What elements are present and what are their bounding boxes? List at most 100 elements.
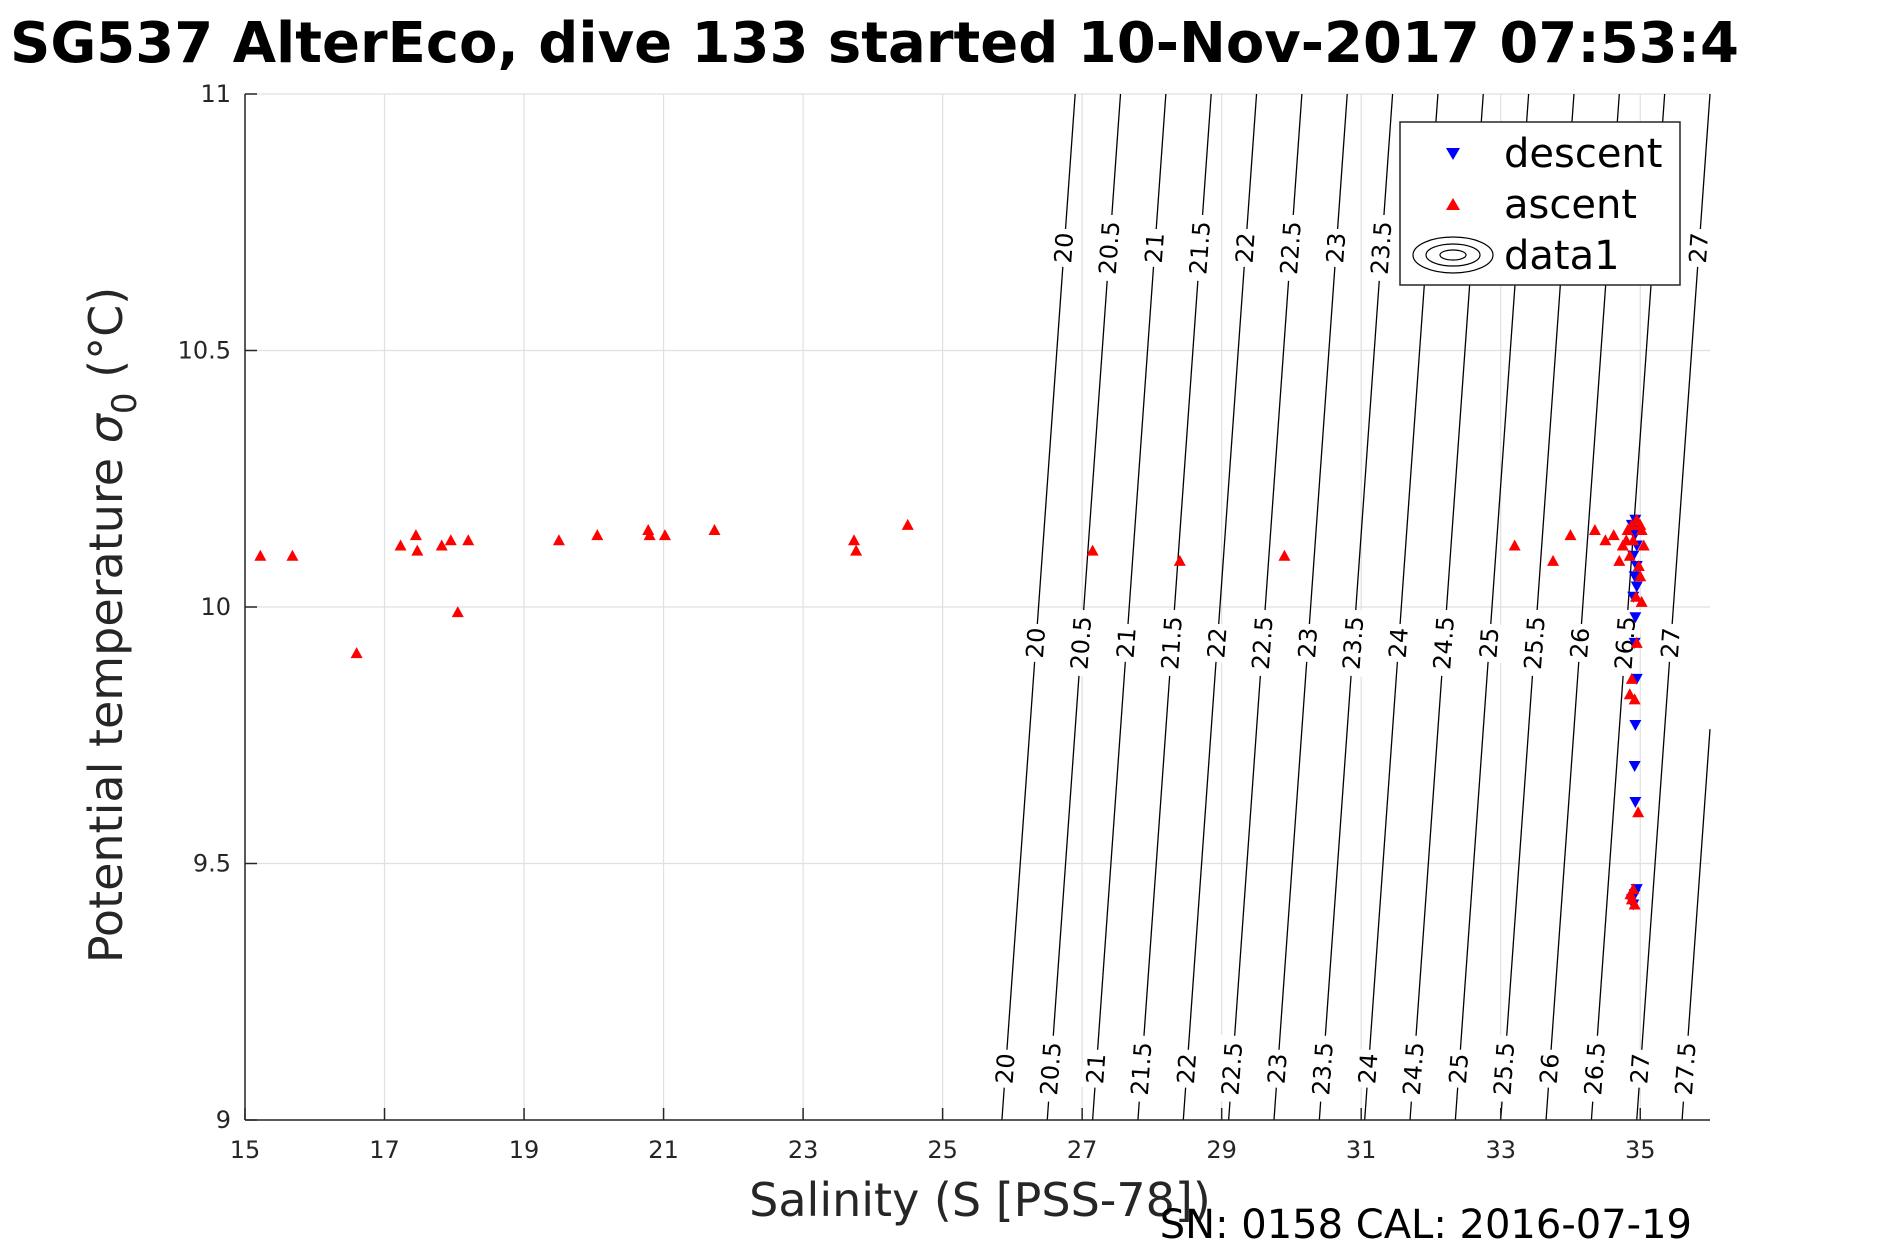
isopycnal-label: 20 xyxy=(1048,227,1080,268)
isopycnal-label-text: 24 xyxy=(1353,1052,1383,1084)
ascent-point xyxy=(394,539,407,551)
isopycnal-label: 25.5 xyxy=(1488,1034,1521,1103)
x-axis-label: Salinity (S [PSS-78]) xyxy=(749,1173,1211,1227)
isopycnal-label-text: 20 xyxy=(1049,232,1079,264)
isopycnal-label: 26 xyxy=(1534,1048,1566,1089)
isopycnal-label-bg xyxy=(1215,1034,1249,1103)
isopycnal-label-text: 25 xyxy=(1444,1052,1474,1084)
ascent-point xyxy=(1624,888,1637,900)
ascent-point xyxy=(1632,806,1645,818)
legend-box xyxy=(1399,121,1681,286)
isopycnal-label-text: 25 xyxy=(1474,627,1504,659)
ascent-point xyxy=(1599,534,1612,546)
ascent-point xyxy=(1613,554,1626,566)
y-axis-label-sigma: σ xyxy=(79,412,133,443)
isopycnal-label: 20.5 xyxy=(1093,213,1126,282)
y-tick-label: 10.5 xyxy=(178,337,231,365)
isopycnal-label: 20 xyxy=(990,1048,1021,1089)
isopycnal-label: 26 xyxy=(1564,622,1596,663)
isopycnal-label-text: 24 xyxy=(1384,627,1414,659)
isopycnal-label: 21 xyxy=(1080,1048,1112,1089)
isopycnal-label-bg xyxy=(1397,1034,1431,1103)
isopycnal-label: 22.5 xyxy=(1246,608,1280,677)
descent-point xyxy=(1629,612,1642,624)
isopycnal-label-bg xyxy=(1306,1034,1340,1103)
isopycnal-label-text: 21.5 xyxy=(1156,615,1188,670)
ascent-point xyxy=(1630,590,1643,602)
ascent-point xyxy=(658,529,671,541)
ascent-point xyxy=(591,529,604,541)
isopycnal-label: 23 xyxy=(1320,227,1352,268)
ascent-point xyxy=(643,529,656,541)
axes: 15 17 19 21 23 25 27 29 31 33 35 9 9.5 10 10.5 11 xyxy=(178,80,1710,1164)
x-tick-label: 33 xyxy=(1485,1136,1516,1164)
isopycnal-label-bg xyxy=(1048,227,1080,268)
isopycnal-label-bg xyxy=(1534,1048,1566,1089)
isopycnal-label-text: 23.5 xyxy=(1366,220,1398,275)
isopycnal-label-text: 26 xyxy=(1535,1052,1565,1084)
isopycnal-label-text: 20.5 xyxy=(1094,220,1126,275)
isopycnal-label-text: 25.5 xyxy=(1519,615,1551,670)
descent-point xyxy=(1628,761,1641,773)
footer-serial-cal: SN: 0158 CAL: 2016-07-19 xyxy=(1160,1202,1692,1248)
isopycnal-label: 21 xyxy=(1111,622,1142,663)
isopycnal-label-text: 20.5 xyxy=(1035,1041,1067,1096)
isopycnal-label: 24.5 xyxy=(1397,1034,1431,1103)
isopycnal-label-bg xyxy=(1683,227,1715,268)
isopycnal-label-text: 22.5 xyxy=(1247,615,1279,670)
ascent-point xyxy=(708,524,721,536)
ascent-point xyxy=(254,549,267,561)
isopycnal-label-text: 22.5 xyxy=(1275,220,1307,275)
isopycnal-label: 26.5 xyxy=(1609,608,1642,677)
x-tick-label: 15 xyxy=(230,1136,261,1164)
grid xyxy=(244,93,1710,1121)
ascent-point xyxy=(1628,693,1641,705)
isopycnal-label-text: 20 xyxy=(1021,627,1051,659)
ascent-point xyxy=(1625,672,1638,684)
data-points xyxy=(254,513,1650,911)
isopycnal-label-bg xyxy=(1443,1048,1475,1089)
ascent-point xyxy=(1588,524,1601,536)
isopycnal-label: 24 xyxy=(1353,1048,1384,1089)
isopycnal-label-text: 26.5 xyxy=(1579,1041,1611,1096)
isopycnal-label-text: 24.5 xyxy=(1428,615,1460,670)
x-tick-label: 23 xyxy=(788,1136,819,1164)
isopycnal-label-text: 21.5 xyxy=(1126,1041,1158,1096)
isopycnal-label-bg xyxy=(1274,213,1308,282)
isopycnal-label-bg xyxy=(1183,213,1217,282)
ascent-point xyxy=(552,534,565,546)
descent-point xyxy=(1629,796,1642,808)
isopycnal-label-bg xyxy=(1625,1048,1656,1089)
ascent-point xyxy=(1637,539,1650,551)
y-axis-label-main: Potential temperature xyxy=(79,443,133,963)
x-tick-label: 19 xyxy=(509,1136,540,1164)
ascent-point xyxy=(462,534,475,546)
isopycnal-label-text: 23.5 xyxy=(1338,615,1370,670)
ascent-point xyxy=(1623,549,1636,561)
isopycnal-label-bg xyxy=(1230,227,1261,268)
isopycnal-label-text: 24.5 xyxy=(1398,1041,1430,1096)
y-axis-label-unit: (°C) xyxy=(79,287,133,393)
legend-ascent-marker xyxy=(1446,198,1460,210)
isopycnal-label: 25.5 xyxy=(1518,608,1552,677)
isopycnal-label-text: 27 xyxy=(1625,1052,1655,1084)
ascent-point xyxy=(1634,518,1647,530)
x-tick-label: 21 xyxy=(648,1136,679,1164)
chart-title: SG537 AlterEco, dive 133 started 10-Nov-… xyxy=(10,11,1739,76)
isopycnal-label-bg xyxy=(1320,227,1352,268)
isopycnal-label: 27.5 xyxy=(1669,1034,1703,1103)
isopycnal-label: 23.5 xyxy=(1306,1034,1340,1103)
isopycnal-label-text: 22 xyxy=(1172,1052,1202,1084)
y-axis-label-subscript: 0 xyxy=(105,392,145,414)
isopycnal-label: 22 xyxy=(1230,227,1261,268)
isopycnal-label-text: 22.5 xyxy=(1216,1041,1248,1096)
isopycnal-label: 26.5 xyxy=(1578,1034,1612,1103)
isopycnal-label-text: 26 xyxy=(1565,627,1595,659)
x-tick-label: 25 xyxy=(927,1136,958,1164)
x-tick-label: 35 xyxy=(1625,1136,1656,1164)
isopycnal-label-bg xyxy=(1111,622,1142,663)
legend-data1-label: data1 xyxy=(1504,233,1620,279)
isopycnal-label-text: 23 xyxy=(1293,627,1323,659)
ascent-point xyxy=(1508,539,1521,551)
